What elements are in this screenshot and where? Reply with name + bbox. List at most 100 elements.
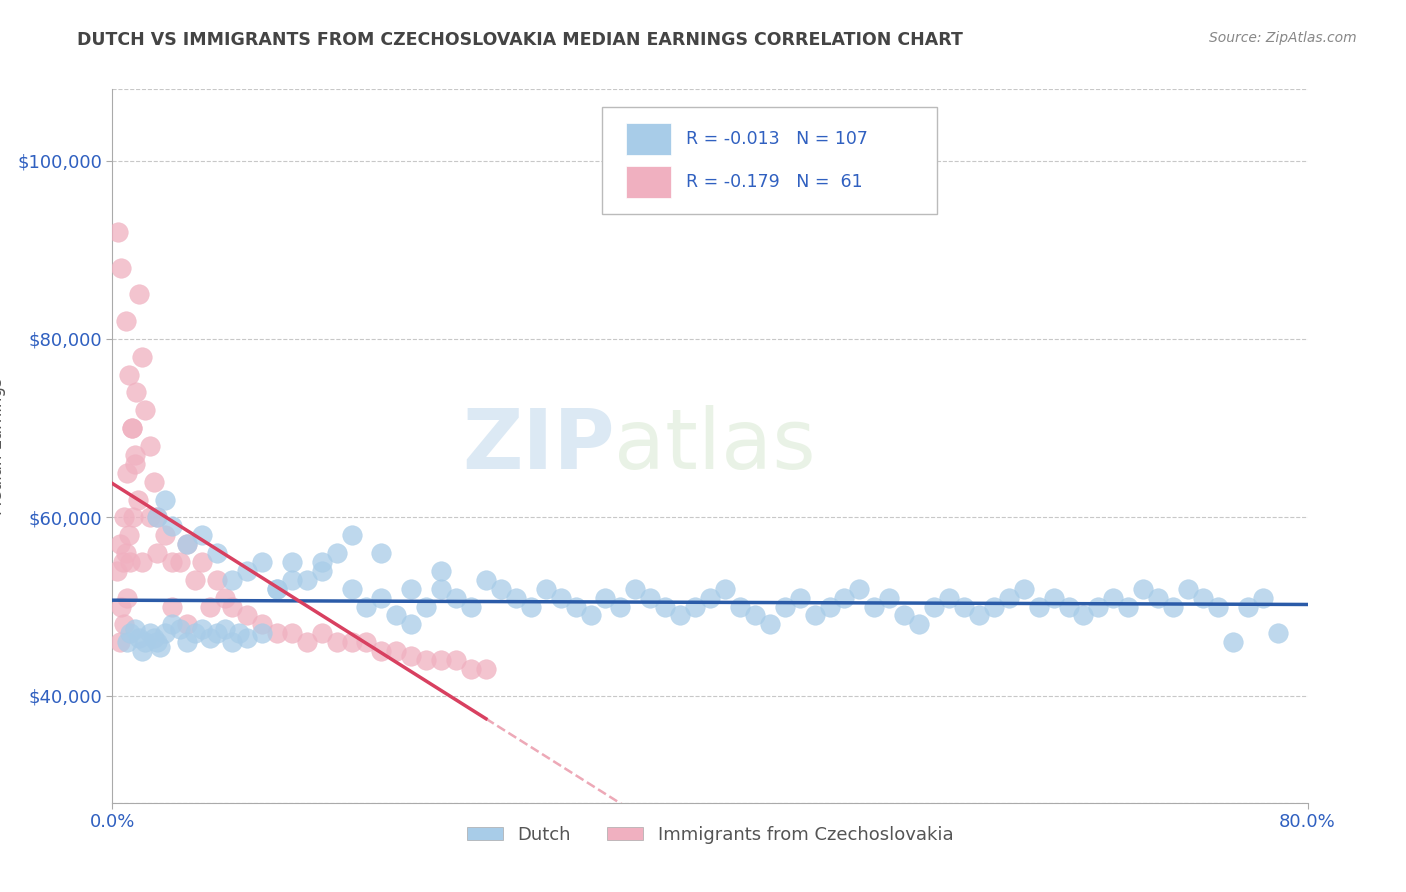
Point	[460, 599, 482, 614]
Text: R = -0.179   N =  61: R = -0.179 N = 61	[686, 173, 863, 191]
Point	[134, 635, 156, 649]
Point	[922, 599, 945, 614]
Point	[108, 537, 131, 551]
Point	[236, 564, 259, 578]
Point	[1192, 591, 1215, 605]
Point	[118, 528, 141, 542]
Point	[131, 644, 153, 658]
Point	[460, 662, 482, 676]
Point	[131, 350, 153, 364]
Point	[415, 599, 437, 614]
Point	[1012, 582, 1035, 596]
Point	[153, 626, 176, 640]
Point	[153, 492, 176, 507]
Point	[205, 546, 228, 560]
Point	[162, 599, 183, 614]
Point	[1177, 582, 1199, 596]
Point	[169, 622, 191, 636]
Point	[401, 582, 423, 596]
Point	[176, 537, 198, 551]
Point	[221, 573, 243, 587]
Bar	[627, 123, 671, 155]
Point	[789, 591, 811, 605]
Point	[370, 644, 392, 658]
Point	[340, 528, 363, 542]
Text: atlas: atlas	[614, 406, 815, 486]
Point	[236, 631, 259, 645]
Point	[385, 608, 408, 623]
Point	[110, 260, 132, 275]
Point	[124, 457, 146, 471]
Point	[266, 582, 288, 596]
Point	[176, 635, 198, 649]
Point	[169, 555, 191, 569]
Point	[205, 573, 228, 587]
Text: ZIP: ZIP	[463, 406, 614, 486]
Point	[908, 617, 931, 632]
Point	[266, 626, 288, 640]
Point	[430, 653, 453, 667]
Point	[550, 591, 572, 605]
Point	[938, 591, 960, 605]
Point	[146, 510, 169, 524]
Point	[107, 225, 129, 239]
Text: Source: ZipAtlas.com: Source: ZipAtlas.com	[1209, 31, 1357, 45]
Point	[728, 599, 751, 614]
Point	[879, 591, 901, 605]
Point	[124, 448, 146, 462]
Point	[221, 635, 243, 649]
Point	[1042, 591, 1064, 605]
Point	[266, 582, 288, 596]
Point	[1161, 599, 1184, 614]
Point	[953, 599, 976, 614]
Point	[191, 622, 214, 636]
Point	[281, 555, 304, 569]
Point	[183, 573, 205, 587]
Point	[228, 626, 250, 640]
Point	[669, 608, 692, 623]
Point	[401, 617, 423, 632]
Point	[146, 510, 169, 524]
Point	[114, 510, 135, 524]
Text: DUTCH VS IMMIGRANTS FROM CZECHOSLOVAKIA MEDIAN EARNINGS CORRELATION CHART: DUTCH VS IMMIGRANTS FROM CZECHOSLOVAKIA …	[77, 31, 963, 49]
Point	[139, 626, 162, 640]
Point	[520, 599, 543, 614]
Bar	[627, 166, 671, 198]
Point	[624, 582, 647, 596]
Point	[162, 519, 183, 533]
Point	[967, 608, 990, 623]
Point	[848, 582, 870, 596]
Point	[356, 599, 378, 614]
Point	[183, 626, 205, 640]
Point	[121, 421, 143, 435]
Point	[1132, 582, 1154, 596]
Point	[818, 599, 841, 614]
Point	[176, 537, 198, 551]
Point	[340, 635, 363, 649]
Point	[281, 626, 304, 640]
Text: R = -0.013   N = 107: R = -0.013 N = 107	[686, 130, 868, 148]
Point	[1087, 599, 1109, 614]
Point	[311, 564, 333, 578]
Point	[146, 546, 169, 560]
Point	[893, 608, 915, 623]
Point	[356, 635, 378, 649]
Point	[162, 617, 183, 632]
Point	[122, 510, 145, 524]
Point	[654, 599, 676, 614]
Point	[595, 591, 617, 605]
Point	[214, 591, 236, 605]
Point	[744, 608, 766, 623]
Point	[191, 555, 214, 569]
Point	[117, 591, 139, 605]
Point	[1073, 608, 1095, 623]
Point	[176, 617, 198, 632]
Point	[1206, 599, 1229, 614]
Point	[475, 573, 498, 587]
Point	[325, 546, 347, 560]
Point	[128, 287, 150, 301]
Point	[117, 635, 139, 649]
Point	[1118, 599, 1140, 614]
Point	[489, 582, 512, 596]
Point	[250, 555, 273, 569]
